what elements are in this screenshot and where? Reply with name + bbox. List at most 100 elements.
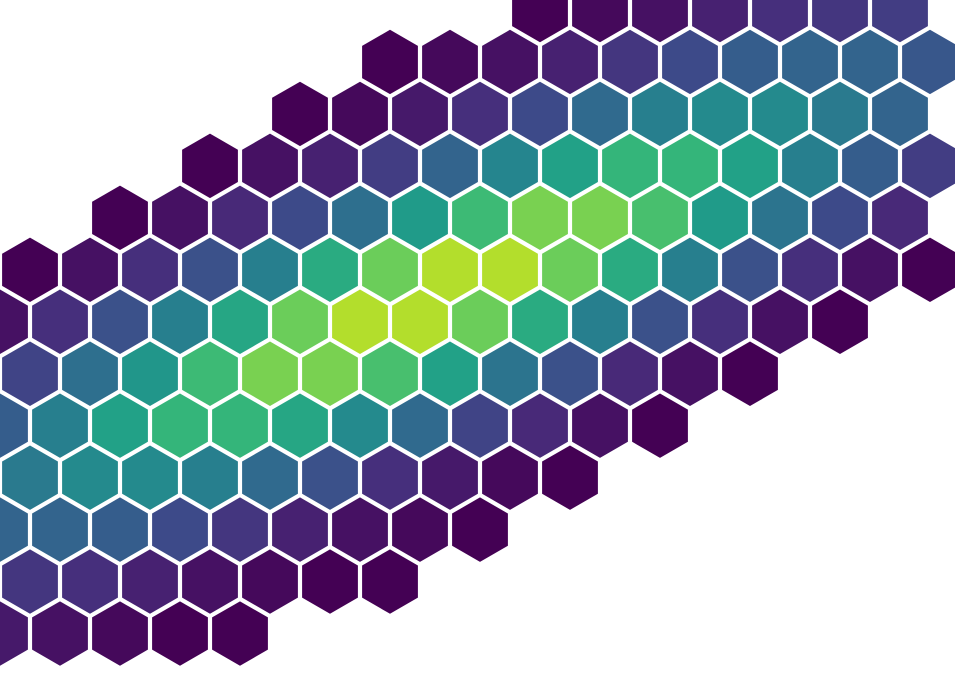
hex-bin [662,133,718,199]
hex-bin [332,81,388,147]
hex-bin [752,185,808,251]
hex-bin [812,81,868,147]
hex-bin [152,601,208,666]
hex-bin [542,341,598,406]
hex-bin [302,237,358,303]
hex-bin [632,185,688,251]
hex-bin [302,341,358,406]
hex-bin [542,29,598,95]
hex-bin [242,341,298,406]
hex-bin [272,289,328,354]
hex-bin [92,185,148,251]
hex-bin [542,445,598,510]
hex-bin [242,549,298,614]
hex-bin [362,341,418,406]
hex-bin [332,393,388,458]
hex-bin [632,289,688,354]
hex-bin [152,185,208,251]
hex-bin [572,393,628,458]
hex-bin [0,289,28,354]
hex-bin [602,133,658,199]
hex-bin [752,0,808,43]
hex-bin [362,549,418,614]
hex-bin [812,289,868,354]
hex-bin [362,237,418,303]
hex-bin [392,185,448,251]
hex-bin [872,81,928,147]
hex-bin [782,29,838,95]
hex-bin [632,81,688,147]
hex-bin [2,445,58,510]
hex-bin [0,601,28,666]
hex-bin [422,237,478,303]
hex-bin [692,289,748,354]
hex-bin [362,29,418,95]
hex-bin [332,497,388,562]
hex-bin [722,133,778,199]
hex-bin [812,185,868,251]
hex-bin [842,237,898,303]
hex-bin [452,393,508,458]
hex-bin [0,393,28,458]
hex-bin [392,289,448,354]
hex-bin [242,237,298,303]
hex-bin [692,185,748,251]
hex-bin [512,289,568,354]
hex-bin [182,549,238,614]
hex-bin [362,445,418,510]
hex-bin [2,549,58,614]
hex-bin [422,445,478,510]
hex-bin [632,0,688,43]
hex-bin [32,497,88,562]
hex-bin [722,341,778,406]
hex-bin [422,341,478,406]
hex-bin [512,0,568,43]
hex-bin [572,289,628,354]
hex-bin [62,445,118,510]
hex-bin [212,393,268,458]
hex-bin [92,289,148,354]
hex-bin [842,133,898,199]
hex-bin [422,133,478,199]
hex-bin [452,497,508,562]
hex-bin [242,445,298,510]
hex-bin [482,341,538,406]
hex-bin [512,81,568,147]
hex-bin [332,289,388,354]
hex-bin [92,393,148,458]
hex-bin [32,289,88,354]
hex-bin [272,185,328,251]
hex-bin [482,29,538,95]
hex-bin [632,393,688,458]
hex-bin [332,185,388,251]
hex-bin [392,393,448,458]
hex-bin [662,341,718,406]
hex-bin [902,29,955,95]
hex-bin [812,0,868,43]
hex-bin [272,497,328,562]
hex-bin [392,81,448,147]
hex-bin [872,0,928,43]
hex-bin [602,29,658,95]
hex-bin [512,393,568,458]
hex-bin [62,549,118,614]
hex-bin [452,289,508,354]
hex-bin [182,237,238,303]
hex-bin [32,601,88,666]
hex-bin [212,601,268,666]
hex-bin [842,29,898,95]
hex-bin [212,497,268,562]
hex-bin [512,185,568,251]
hex-bin [92,601,148,666]
hex-bin [392,497,448,562]
hex-bin [752,81,808,147]
hex-bin [122,445,178,510]
hex-bin [302,549,358,614]
hex-bin [272,393,328,458]
hex-bin [902,237,955,303]
hex-bin [752,289,808,354]
hex-bin [722,29,778,95]
hex-bin [152,289,208,354]
